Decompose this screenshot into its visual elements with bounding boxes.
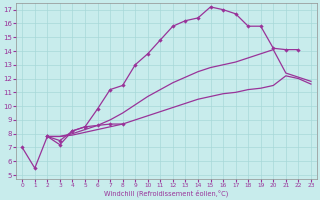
X-axis label: Windchill (Refroidissement éolien,°C): Windchill (Refroidissement éolien,°C) [104, 190, 229, 197]
